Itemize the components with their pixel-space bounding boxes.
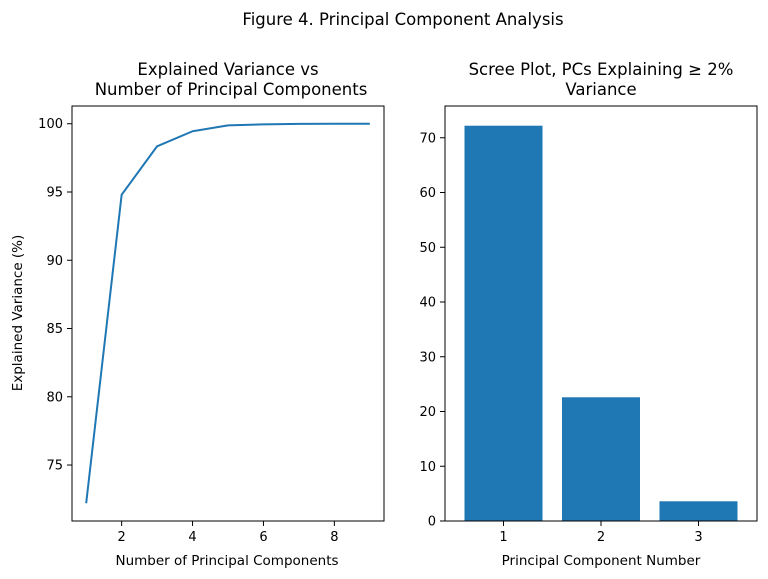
line-chart-y-tick-label: 80 (46, 390, 63, 405)
scree-bar (659, 501, 738, 521)
line-chart-y-tick-label: 75 (46, 459, 63, 474)
bar-chart-x-axis-label: Principal Component Number (502, 553, 701, 569)
line-chart-plot-frame (71, 105, 385, 522)
line-chart-x-tick-label: 8 (330, 530, 338, 545)
line-chart-y-axis-label: Explained Variance (%) (10, 235, 26, 392)
bar-chart: Scree Plot, PCs Explaining ≥ 2% Variance… (419, 60, 758, 569)
line-chart-y-tick-label: 95 (46, 186, 63, 201)
bar-chart-y-tick-label: 50 (419, 241, 436, 256)
scree-bar (464, 125, 543, 521)
bar-chart-title-line-1: Scree Plot, PCs Explaining ≥ 2% (469, 60, 734, 79)
bar-chart-y-tick-label: 10 (419, 460, 436, 475)
bar-chart-x-tick-label: 3 (694, 530, 702, 545)
figure-title: Figure 4. Principal Component Analysis (242, 10, 563, 29)
line-chart-x-axis-label: Number of Principal Components (115, 553, 338, 569)
line-chart-title-line-1: Explained Variance vs (137, 60, 318, 79)
bar-chart-y-tick-label: 40 (419, 296, 436, 311)
bar-chart-plot-frame (444, 105, 758, 522)
bar-chart-y-tick-label: 70 (419, 131, 436, 146)
bar-chart-y-tick-label: 0 (428, 515, 436, 530)
bar-chart-x-tick-label: 2 (597, 530, 605, 545)
bar-chart-y-tick-label: 20 (419, 405, 436, 420)
line-chart-x-tick-label: 6 (259, 530, 267, 545)
line-chart-y-tick-label: 100 (38, 117, 63, 132)
line-chart-y-tick-label: 90 (46, 254, 63, 269)
bar-chart-title-line-2: Variance (565, 80, 636, 99)
line-chart: Explained Variance vs Number of Principa… (10, 60, 385, 569)
line-chart-title-line-2: Number of Principal Components (95, 80, 368, 99)
line-chart-y-tick-label: 85 (46, 322, 63, 337)
scree-bar (562, 397, 640, 521)
bar-chart-x-tick-label: 1 (499, 530, 507, 545)
bar-chart-y-tick-label: 30 (419, 350, 436, 365)
explained-variance-line (85, 122, 370, 504)
line-chart-x-tick-label: 2 (117, 530, 125, 545)
bar-chart-y-tick-label: 60 (419, 186, 436, 201)
line-chart-x-tick-label: 4 (188, 530, 196, 545)
